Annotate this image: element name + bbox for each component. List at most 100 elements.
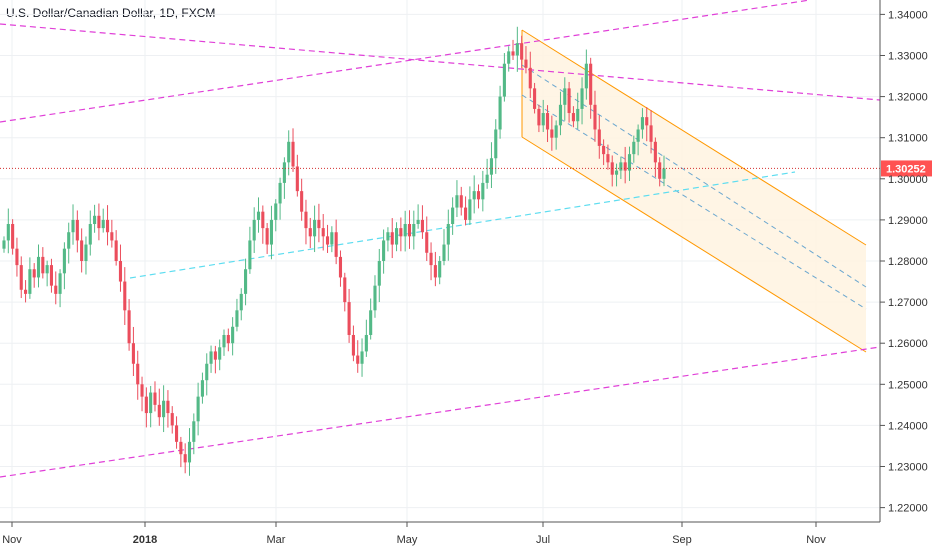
x-tick-label: Nov [806, 534, 826, 546]
candle-body [662, 168, 666, 179]
chart-grid [0, 0, 880, 522]
x-tick-label: Jul [536, 534, 550, 546]
candle-body [144, 396, 148, 414]
candle-body [274, 203, 278, 220]
candle-body [351, 334, 355, 356]
candle-body [256, 211, 261, 220]
y-tick-label: 1.32000 [888, 92, 928, 104]
candle-body [520, 43, 524, 60]
candle-body [6, 224, 10, 241]
channel-mid-lower [521, 94, 867, 310]
candle-body [645, 117, 649, 126]
last-price-label: 1.30252 [886, 163, 926, 175]
median-line [129, 171, 796, 279]
candle-body [459, 195, 463, 208]
y-tick-label: 1.22000 [888, 503, 928, 515]
candle-body [597, 129, 601, 146]
candle-body [528, 67, 532, 89]
candle-body [658, 162, 662, 179]
candle-body [623, 162, 627, 171]
candle-body [239, 293, 243, 311]
candle-body [464, 207, 468, 220]
candle-body [537, 108, 541, 126]
candle-body [498, 96, 502, 130]
candle-body [576, 108, 580, 122]
x-tick-label: Sep [672, 534, 692, 546]
last-price-line: 1.30252 [0, 160, 932, 177]
candle-body [420, 219, 424, 233]
candle-body [170, 413, 174, 426]
candle-body [252, 219, 256, 241]
candle-body [602, 145, 606, 155]
candle-body [321, 228, 325, 237]
candle-body [62, 248, 66, 274]
candle-body [494, 129, 498, 159]
candle-body [558, 104, 563, 126]
candle-body [468, 199, 472, 220]
candle-body [97, 215, 101, 229]
candle-body [567, 88, 571, 114]
candle-body [110, 232, 114, 241]
trendline-upper-falling [0, 23, 881, 101]
candle-body [278, 182, 282, 204]
candle-body [394, 228, 399, 245]
candle-body [123, 281, 127, 311]
candle-body [515, 43, 519, 56]
candle-body [589, 63, 593, 105]
candle-body [244, 269, 248, 294]
candle-body [545, 113, 550, 130]
candle-body [291, 141, 295, 167]
candle-body [187, 441, 192, 463]
y-tick-label: 1.25000 [888, 379, 928, 391]
candle-body [287, 141, 291, 163]
candle-body [640, 117, 644, 130]
candle-body [438, 261, 442, 278]
candle-body [571, 113, 575, 122]
candle-body [11, 224, 15, 249]
candle-body [614, 170, 619, 175]
candle-body [84, 244, 88, 261]
candle-body [563, 88, 567, 105]
candle-body [360, 351, 364, 364]
candle-body [425, 232, 429, 253]
candle-body [261, 211, 265, 229]
candle-body [54, 285, 58, 294]
y-tick-label: 1.27000 [888, 297, 928, 309]
candle-body [80, 240, 84, 261]
candle-body [554, 125, 558, 138]
candle-body [446, 224, 450, 245]
candle-body [304, 211, 308, 229]
candle-body [433, 265, 437, 278]
y-tick-label: 1.28000 [888, 256, 928, 268]
candle-body [533, 88, 537, 109]
candle-body [58, 273, 62, 294]
y-tick-label: 1.33000 [888, 50, 928, 62]
candle-body [343, 277, 347, 303]
candle-body [619, 162, 623, 171]
candle-body [265, 228, 269, 245]
candle-body [369, 310, 373, 335]
y-tick-label: 1.31000 [888, 133, 928, 145]
candle-body [282, 162, 286, 183]
candle-body [127, 310, 131, 344]
candle-body [399, 228, 403, 237]
candle-body [41, 256, 45, 274]
candle-body [407, 224, 412, 237]
candle-body [222, 334, 226, 348]
candle-body [131, 343, 135, 364]
candle-body [45, 265, 49, 274]
candle-body [235, 310, 239, 327]
candle-body [196, 396, 200, 422]
candle-body [93, 215, 97, 225]
candle-body [502, 63, 506, 97]
candle-body [412, 224, 416, 237]
candle-body [476, 191, 481, 200]
candle-body [451, 207, 455, 225]
candle-body [118, 261, 123, 282]
candle-body [166, 400, 170, 414]
candle-body [114, 240, 118, 261]
candle-body [49, 265, 54, 286]
candle-body [632, 141, 636, 155]
candles [2, 26, 666, 476]
